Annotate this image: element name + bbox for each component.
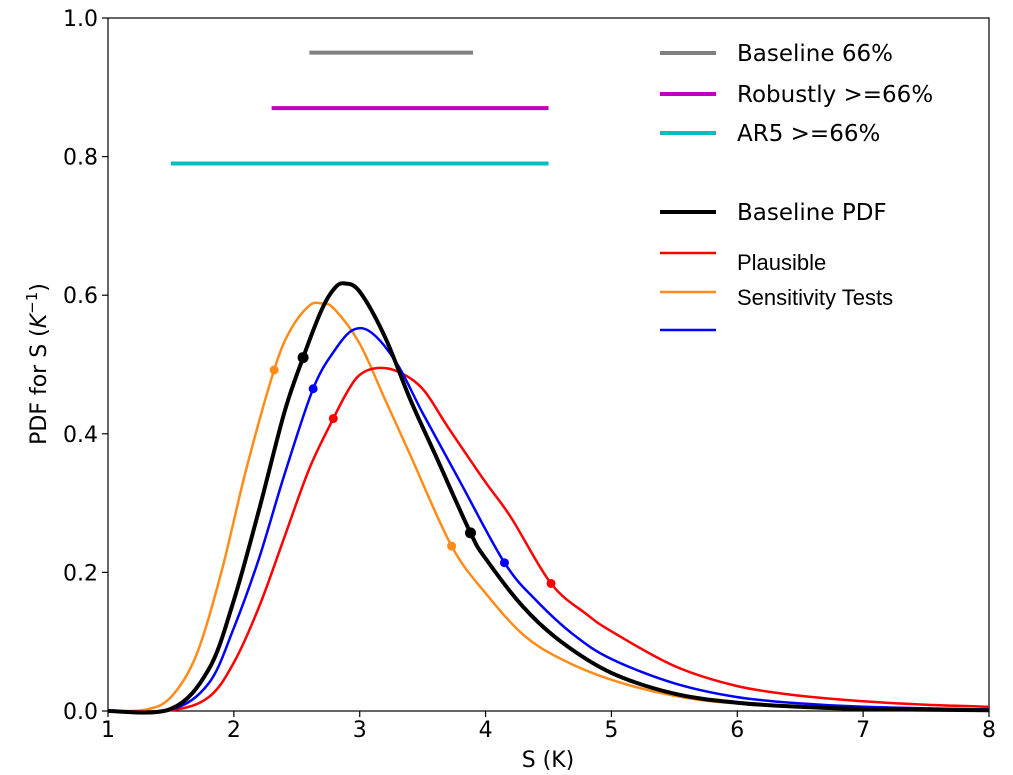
y-tick-label: 1.0 [63, 7, 98, 32]
legend: Baseline 66% Robustly >=66% AR5 >=66% Ba… [650, 21, 977, 356]
y-axis-title-unit: K [27, 312, 52, 328]
y-axis-title-prefix: PDF for S ( [27, 328, 52, 445]
legend-label-plausible: Plausible [737, 250, 826, 275]
legend-label-baseline-66: Baseline 66% [737, 41, 893, 67]
series-marker-1-1 [546, 578, 556, 588]
range-bars [170, 50, 549, 166]
y-tick-label: 0.4 [63, 423, 98, 448]
x-tick-label: 4 [479, 718, 493, 743]
series-marker-1-0 [328, 414, 338, 424]
x-axis-ticks: 1 2 3 4 5 6 7 8 [101, 711, 996, 743]
y-tick-label: 0.6 [63, 284, 98, 309]
x-tick-label: 5 [604, 718, 618, 743]
x-axis-title: S (K) [522, 748, 575, 773]
y-tick-label: 0.8 [63, 146, 98, 171]
series-line-baseline-pdf [107, 281, 990, 715]
series-marker-0-1 [464, 527, 476, 539]
y-axis-title-exponent: −1 [23, 292, 41, 314]
x-tick-label: 2 [227, 718, 241, 743]
x-tick-label: 8 [982, 718, 996, 743]
series-line-curve-2 [107, 301, 990, 713]
y-axis-title-suffix: ) [27, 283, 52, 292]
series-markers [269, 352, 556, 588]
legend-label-baseline-pdf: Baseline PDF [737, 200, 887, 226]
x-tick-label: 7 [856, 718, 870, 743]
series-line-curve-3 [107, 326, 990, 714]
series-marker-2-0 [269, 365, 279, 375]
x-tick-label: 6 [730, 718, 744, 743]
legend-label-sensitivity: Sensitivity Tests [737, 285, 893, 310]
y-axis-ticks: 0.0 0.2 0.4 0.6 0.8 1.0 [63, 7, 108, 725]
y-tick-label: 0.2 [63, 561, 98, 586]
plot-area [107, 17, 990, 712]
series-marker-3-0 [308, 384, 318, 394]
legend-label-ar5-66: AR5 >=66% [737, 121, 880, 147]
x-tick-label: 1 [101, 718, 115, 743]
series-lines [107, 281, 990, 715]
legend-box [650, 21, 977, 356]
legend-label-robustly-66: Robustly >=66% [737, 82, 933, 108]
y-tick-label: 0.0 [63, 700, 98, 725]
series-line-curve-1 [107, 366, 990, 713]
series-marker-0-0 [297, 352, 309, 364]
series-marker-2-1 [447, 541, 457, 551]
y-axis-title: PDF for S (K−1) [23, 283, 52, 445]
series-marker-3-1 [499, 558, 509, 568]
x-tick-label: 3 [353, 718, 367, 743]
